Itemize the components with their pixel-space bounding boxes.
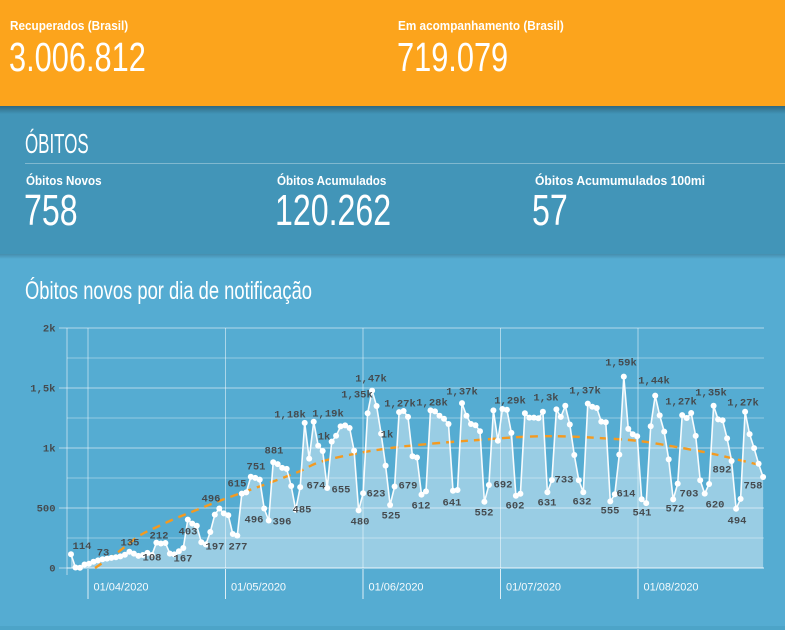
svg-text:612: 612 (412, 501, 431, 513)
svg-text:632: 632 (573, 497, 592, 509)
svg-text:555: 555 (601, 506, 620, 518)
svg-text:541: 541 (633, 508, 652, 520)
svg-text:1,18k: 1,18k (274, 410, 306, 422)
svg-text:1,27k: 1,27k (727, 398, 759, 410)
svg-text:135: 135 (121, 538, 140, 550)
svg-text:1,3k: 1,3k (533, 393, 558, 405)
svg-text:73: 73 (97, 548, 110, 560)
svg-text:480: 480 (351, 517, 370, 529)
svg-text:1,37k: 1,37k (569, 386, 601, 398)
svg-text:1,29k: 1,29k (494, 396, 526, 408)
svg-text:703: 703 (680, 489, 699, 501)
svg-text:615: 615 (228, 479, 247, 491)
svg-text:614: 614 (617, 489, 636, 501)
svg-text:1,35k: 1,35k (341, 390, 373, 402)
svg-text:1,27k: 1,27k (384, 399, 416, 411)
svg-text:500: 500 (37, 504, 56, 516)
svg-text:892: 892 (713, 465, 732, 477)
svg-text:197: 197 (206, 542, 225, 554)
svg-text:1,5k: 1,5k (30, 384, 55, 396)
svg-text:114: 114 (73, 541, 92, 553)
svg-text:733: 733 (555, 475, 574, 487)
svg-text:108: 108 (143, 553, 162, 565)
svg-text:1,47k: 1,47k (355, 374, 387, 386)
svg-text:1,37k: 1,37k (446, 387, 478, 399)
svg-text:692: 692 (494, 480, 513, 492)
svg-text:1,59k: 1,59k (605, 358, 637, 370)
svg-text:602: 602 (506, 501, 525, 513)
svg-text:1,19k: 1,19k (312, 409, 344, 421)
svg-text:572: 572 (666, 504, 685, 516)
svg-text:494: 494 (728, 516, 747, 528)
svg-text:552: 552 (475, 508, 494, 520)
svg-text:655: 655 (332, 485, 351, 497)
svg-text:1k: 1k (43, 444, 56, 456)
svg-text:2k: 2k (43, 324, 56, 336)
svg-text:01/05/2020: 01/05/2020 (231, 582, 286, 594)
svg-text:496: 496 (202, 494, 221, 506)
svg-text:1k: 1k (318, 432, 331, 444)
svg-text:1,44k: 1,44k (638, 376, 670, 388)
svg-text:01/04/2020: 01/04/2020 (94, 582, 149, 594)
svg-text:620: 620 (706, 500, 725, 512)
svg-text:485: 485 (293, 505, 312, 517)
svg-text:1k: 1k (381, 430, 394, 442)
svg-text:1,27k: 1,27k (665, 397, 697, 409)
svg-text:631: 631 (538, 498, 557, 510)
svg-text:881: 881 (265, 446, 284, 458)
svg-text:0: 0 (49, 564, 55, 576)
svg-text:679: 679 (399, 481, 418, 493)
svg-text:674: 674 (307, 481, 326, 493)
svg-text:525: 525 (382, 511, 401, 523)
svg-text:01/07/2020: 01/07/2020 (506, 582, 561, 594)
svg-text:277: 277 (229, 542, 248, 554)
svg-text:623: 623 (367, 489, 386, 501)
svg-text:1,28k: 1,28k (416, 398, 448, 410)
svg-text:212: 212 (150, 531, 169, 543)
svg-text:496: 496 (245, 515, 264, 527)
svg-text:403: 403 (179, 527, 198, 539)
svg-text:751: 751 (247, 462, 266, 474)
svg-text:396: 396 (273, 517, 292, 529)
svg-text:167: 167 (174, 554, 193, 566)
svg-text:01/06/2020: 01/06/2020 (369, 582, 424, 594)
svg-text:1,35k: 1,35k (695, 388, 727, 400)
svg-text:758: 758 (744, 481, 763, 493)
svg-text:641: 641 (443, 498, 462, 510)
svg-text:01/08/2020: 01/08/2020 (644, 582, 699, 594)
